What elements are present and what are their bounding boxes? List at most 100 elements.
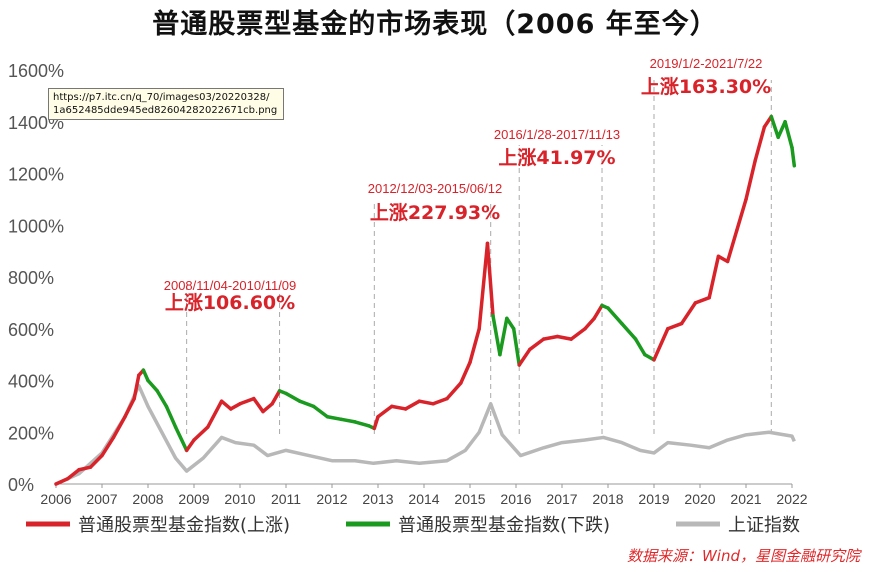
fund-down-segment bbox=[325, 414, 343, 422]
fund-up-segment bbox=[725, 228, 739, 264]
y-tick-label: 400% bbox=[8, 372, 54, 392]
period-change-label: 上涨41.97% bbox=[498, 147, 615, 169]
fund-down-segment bbox=[790, 145, 797, 168]
period-change-label: 上涨106.60% bbox=[165, 292, 295, 314]
period-range-label: 2008/11/04-2010/11/09 bbox=[164, 278, 297, 293]
fund-up-segment bbox=[744, 158, 757, 202]
fund-up-segment bbox=[270, 389, 282, 406]
fund-down-segment bbox=[164, 404, 178, 429]
legend-label: 普通股票型基金指数(下跌) bbox=[398, 515, 610, 536]
fund-up-segment bbox=[417, 399, 435, 406]
fund-up-segment bbox=[206, 399, 224, 429]
legend-label: 上证指数 bbox=[728, 515, 800, 536]
fund-up-segment bbox=[693, 295, 711, 305]
y-tick-label: 1000% bbox=[8, 216, 64, 236]
fund-down-segment bbox=[511, 327, 521, 367]
fund-up-segment bbox=[541, 334, 560, 341]
fund-down-segment bbox=[776, 120, 787, 140]
fund-up-segment bbox=[468, 327, 481, 365]
fund-up-segment bbox=[100, 435, 116, 458]
y-tick-label: 1600% bbox=[8, 61, 64, 81]
fund-up-segment bbox=[192, 425, 210, 442]
x-tick-label: 2020 bbox=[684, 491, 715, 507]
fund-up-segment bbox=[528, 337, 546, 352]
x-tick-label: 2021 bbox=[730, 491, 761, 507]
fund-up-segment bbox=[707, 254, 721, 300]
fund-up-segment bbox=[652, 327, 670, 362]
image-url-tooltip: https://p7.itc.cn/q_70/images03/20220328… bbox=[48, 88, 284, 120]
x-tick-label: 2009 bbox=[178, 491, 209, 507]
fund-up-segment bbox=[252, 396, 265, 414]
legend-label: 普通股票型基金指数(上涨) bbox=[78, 515, 290, 536]
fund-down-segment bbox=[769, 114, 780, 140]
x-tick-label: 2006 bbox=[40, 491, 71, 507]
period-change-label: 上涨227.93% bbox=[370, 202, 500, 224]
fund-up-segment bbox=[184, 438, 196, 453]
fund-down-segment bbox=[606, 306, 624, 326]
x-tick-label: 2022 bbox=[776, 491, 807, 507]
y-tick-label: 0% bbox=[8, 475, 34, 495]
fund-up-segment bbox=[459, 360, 472, 385]
fund-up-segment bbox=[666, 321, 684, 331]
x-tick-label: 2008 bbox=[132, 491, 163, 507]
x-tick-label: 2016 bbox=[500, 491, 531, 507]
fund-down-segment bbox=[284, 391, 302, 403]
fund-down-segment bbox=[311, 404, 330, 419]
fund-down-segment bbox=[643, 352, 656, 362]
fund-up-segment bbox=[261, 402, 274, 414]
fund-up-segment bbox=[403, 399, 422, 411]
fund-up-segment bbox=[431, 396, 449, 406]
fund-up-segment bbox=[753, 125, 767, 163]
shanghai-index-line bbox=[55, 383, 796, 486]
fund-down-segment bbox=[298, 399, 316, 409]
period-change-label: 上涨163.30% bbox=[641, 76, 771, 98]
fund-up-segment bbox=[65, 468, 81, 481]
fund-down-segment bbox=[146, 378, 159, 393]
period-range-label: 2016/1/28-2017/11/13 bbox=[494, 127, 620, 142]
fund-up-segment bbox=[735, 197, 748, 233]
fund-up-segment bbox=[88, 453, 104, 469]
fund-down-segment bbox=[173, 425, 189, 453]
fund-up-segment bbox=[569, 327, 587, 341]
y-tick-label: 1200% bbox=[8, 165, 64, 185]
fund-up-segment bbox=[372, 414, 380, 431]
y-tick-label: 600% bbox=[8, 320, 54, 340]
fund-up-segment bbox=[54, 477, 70, 486]
fund-down-segment bbox=[155, 389, 169, 409]
x-tick-label: 2015 bbox=[454, 491, 485, 507]
fund-up-segment bbox=[477, 241, 490, 331]
fund-up-segment bbox=[111, 414, 127, 440]
x-tick-label: 2013 bbox=[362, 491, 393, 507]
fund-up-segment bbox=[390, 404, 408, 411]
x-tick-label: 2017 bbox=[546, 491, 577, 507]
fund-up-segment bbox=[238, 396, 256, 406]
y-tick-label: 800% bbox=[8, 268, 54, 288]
fund-up-segment bbox=[123, 396, 136, 419]
fund-up-segment bbox=[229, 402, 242, 411]
fund-up-segment bbox=[485, 241, 495, 318]
fund-down-segment bbox=[491, 314, 502, 357]
fund-up-segment bbox=[592, 303, 604, 321]
fund-down-segment bbox=[505, 316, 516, 331]
fund-down-segment bbox=[620, 321, 638, 341]
fund-down-segment bbox=[633, 337, 647, 357]
tooltip-line-2: 1a652485dde945ed82604282022671cb.png bbox=[53, 105, 278, 116]
x-tick-label: 2010 bbox=[224, 491, 255, 507]
x-tick-label: 2018 bbox=[592, 491, 623, 507]
x-tick-label: 2012 bbox=[316, 491, 347, 507]
tooltip-line-1: https://p7.itc.cn/q_70/images03/20220328… bbox=[53, 92, 270, 103]
x-tick-label: 2019 bbox=[638, 491, 669, 507]
fund-up-segment bbox=[679, 301, 698, 326]
fund-up-segment bbox=[445, 381, 463, 401]
fund-up-segment bbox=[555, 334, 573, 341]
source-note: 数据来源：Wind，星图金融研究院 bbox=[626, 547, 860, 565]
fund-up-segment bbox=[219, 399, 233, 411]
y-tick-label: 200% bbox=[8, 423, 54, 443]
fund-down-segment bbox=[141, 368, 150, 383]
period-range-label: 2019/1/2-2021/7/22 bbox=[650, 56, 763, 71]
fund-down-segment bbox=[783, 120, 794, 150]
fund-up-segment bbox=[376, 404, 394, 419]
fund-up-segment bbox=[583, 316, 596, 331]
x-tick-label: 2011 bbox=[271, 491, 301, 507]
